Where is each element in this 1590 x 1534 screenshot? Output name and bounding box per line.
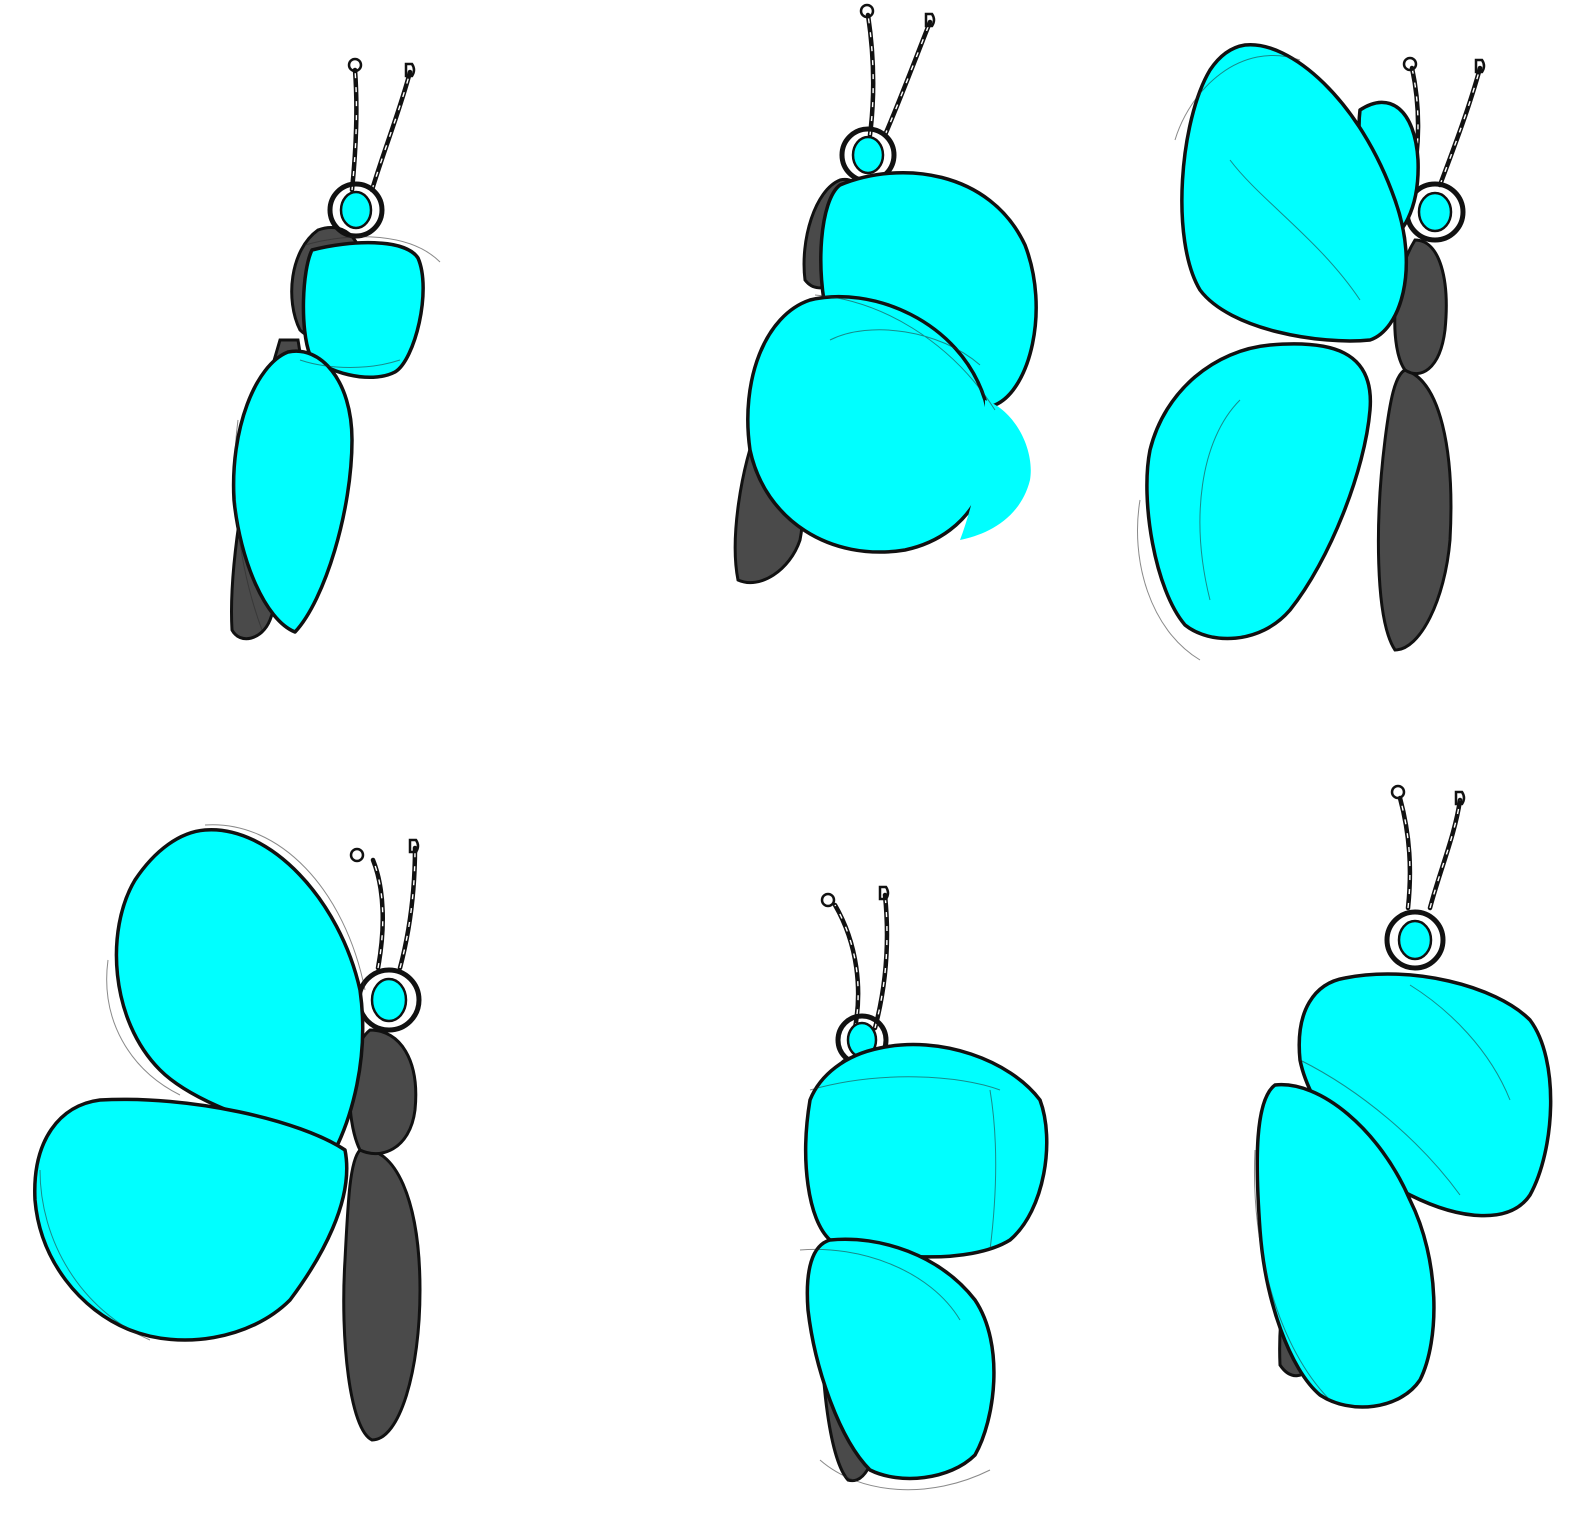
butterfly-3-abdomen — [1376, 368, 1453, 652]
butterfly-5-antennae — [820, 885, 890, 1031]
butterfly-1-head — [327, 181, 385, 239]
butterfly-1-forewing — [301, 240, 425, 380]
butterfly-1-hindwing — [231, 349, 354, 634]
butterfly-frame-1 — [230, 57, 441, 641]
butterfly-frame-2 — [733, 3, 1038, 585]
butterfly-3-hindwing — [1145, 342, 1373, 641]
butterfly-2-antennae — [859, 3, 936, 138]
butterfly-5-hindwing — [805, 1237, 996, 1481]
butterfly-frame-3 — [1137, 43, 1486, 661]
butterfly-2-hindwing-back — [960, 400, 1031, 540]
butterfly-3-forewing — [1180, 43, 1408, 343]
butterfly-frame-5 — [799, 885, 1049, 1491]
butterfly-frame-4 — [33, 824, 422, 1442]
butterfly-4-hindwing — [33, 1097, 349, 1342]
butterfly-4-abdomen — [342, 1148, 422, 1442]
butterfly-5-forewing — [804, 1042, 1049, 1259]
butterfly-1-antennae — [347, 57, 416, 193]
butterfly-3-head — [1404, 181, 1466, 243]
butterfly-4-head — [356, 967, 422, 1033]
butterfly-4-antennae — [349, 838, 420, 971]
butterfly-6-head — [1384, 909, 1446, 971]
butterfly-6-antennae — [1390, 784, 1466, 911]
butterfly-6-hindwing — [1255, 1082, 1436, 1409]
butterfly-frame-6 — [1253, 784, 1553, 1409]
butterfly-2-hindwing — [746, 294, 993, 554]
